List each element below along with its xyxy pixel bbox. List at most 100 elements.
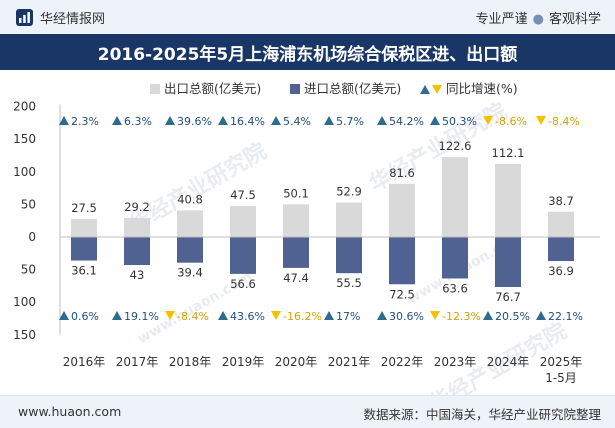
y-tick-label: 50 [21,197,36,211]
legend-export: 出口总额(亿美元) [150,78,261,97]
import-value-label: 47.4 [283,271,309,285]
y-tick-label: 200 [13,100,36,114]
legend-import-swatch [290,84,300,94]
x-tick-label: 2018年 [169,355,212,369]
import-bar [124,237,150,266]
yoy-up-icon [377,311,387,320]
export-bar [442,157,468,237]
yoy-label: -8.6% [495,115,527,128]
yoy-label: 20.5% [495,310,530,323]
yoy-up-icon [483,311,493,320]
import-value-label: 63.6 [442,281,468,295]
export-bar [71,219,97,237]
tagline-left: 专业严谨 [475,12,528,27]
legend-export-swatch [150,84,160,94]
yoy-down-icon [165,311,175,320]
export-value-label: 112.1 [492,146,525,160]
footer-source: 数据来源：中国海关，华经产业研究院整理 [363,407,601,422]
yoy-down-icon [430,311,440,320]
export-value-label: 81.6 [389,166,415,180]
yoy-label: 16.4% [230,115,265,128]
import-value-label: 72.5 [389,287,415,301]
import-value-label: 36.1 [71,264,97,278]
x-tick-label: 2019年 [222,355,265,369]
import-bar [548,237,574,262]
export-value-label: 50.1 [283,186,309,200]
yoy-up-icon [271,116,281,125]
x-tick-label: 2022年 [381,355,424,369]
export-bar [283,204,309,237]
yoy-up-icon [218,311,228,320]
yoy-up-icon [377,116,387,125]
export-value-label: 29.2 [124,200,150,214]
yoy-down-icon [483,116,493,125]
yoy-up-icon [112,116,122,125]
legend-import: 进口总额(亿美元) [290,78,401,97]
yoy-down-icon [271,311,281,320]
yoy-up-icon [59,116,69,125]
y-tick-label: 150 [13,132,36,146]
export-bar [389,183,415,237]
export-bar [548,211,574,237]
export-bar [495,163,521,237]
yoy-label: 50.3% [442,115,477,128]
import-value-label: 43 [130,268,145,282]
y-tick-label: 100 [13,295,36,309]
y-tick-label: 100 [13,165,36,179]
title-bar: 2016-2025年5月上海浦东机场综合保税区进、出口额 [0,34,615,70]
yoy-label: 6.3% [124,115,152,128]
x-tick-label: 2023年 [434,355,477,369]
yoy-up-icon [218,116,228,125]
yoy-label: 39.6% [177,115,212,128]
yoy-label: 22.1% [548,310,583,323]
export-value-label: 38.7 [548,194,574,208]
x-tick-label: 2024年 [487,355,530,369]
logo-text: 华经情报网 [40,12,106,27]
yoy-label: 5.4% [283,115,311,128]
import-value-label: 36.9 [548,264,574,278]
tagline-right: 客观科学 [548,12,601,27]
import-bar [177,237,203,263]
import-bar [230,237,256,274]
top-banner: 华经情报网 专业严谨 ● 客观科学 [0,0,615,35]
y-tick-label: 0 [28,230,36,244]
yoy-up-icon [536,311,546,320]
legend-export-label: 出口总额(亿美元) [164,81,262,96]
import-bar [71,237,97,261]
footer: www.huaon.com 数据来源：中国海关，华经产业研究院整理 [0,395,615,428]
export-bar [124,217,150,237]
export-bar [336,202,362,237]
y-tick-label: 50 [21,263,36,277]
x-tick-label: 2021年 [328,355,371,369]
yoy-up-icon [324,311,334,320]
export-value-label: 122.6 [439,139,472,153]
yoy-label: 54.2% [389,115,424,128]
import-bar [389,237,415,285]
yoy-up-icon [324,116,334,125]
yoy-label: 19.1% [124,310,159,323]
chart-legend: 出口总额(亿美元) 进口总额(亿美元) 同比增速(%) [0,76,615,96]
import-value-label: 76.7 [495,290,521,304]
export-bar [230,206,256,237]
import-bar [495,237,521,288]
logo-icon [16,9,33,26]
chart-title: 2016-2025年5月上海浦东机场综合保税区进、出口额 [97,45,518,65]
import-bar [283,237,309,268]
import-value-label: 39.4 [177,266,203,280]
yoy-label: -8.4% [177,310,209,323]
y-tick-label: 150 [13,328,36,342]
legend-yoy-arrows-icon [420,85,442,94]
import-bar [336,237,362,274]
x-tick-label: 2020年 [275,355,318,369]
yoy-label: -8.4% [548,115,580,128]
yoy-up-icon [59,311,69,320]
yoy-label: 2.3% [71,115,99,128]
legend-import-label: 进口总额(亿美元) [304,81,402,96]
yoy-up-icon [430,116,440,125]
export-value-label: 27.5 [71,201,97,215]
bar-chart: 200 150 100 50 0 50 100 150 27.5 36.1 2016年 2.3% 0.6… [13,100,600,385]
yoy-label: -12.3% [442,310,481,323]
legend-yoy-label: 同比增速(%) [446,81,518,96]
yoy-up-icon [165,116,175,125]
x-tick-label: 2025年 [540,355,583,369]
